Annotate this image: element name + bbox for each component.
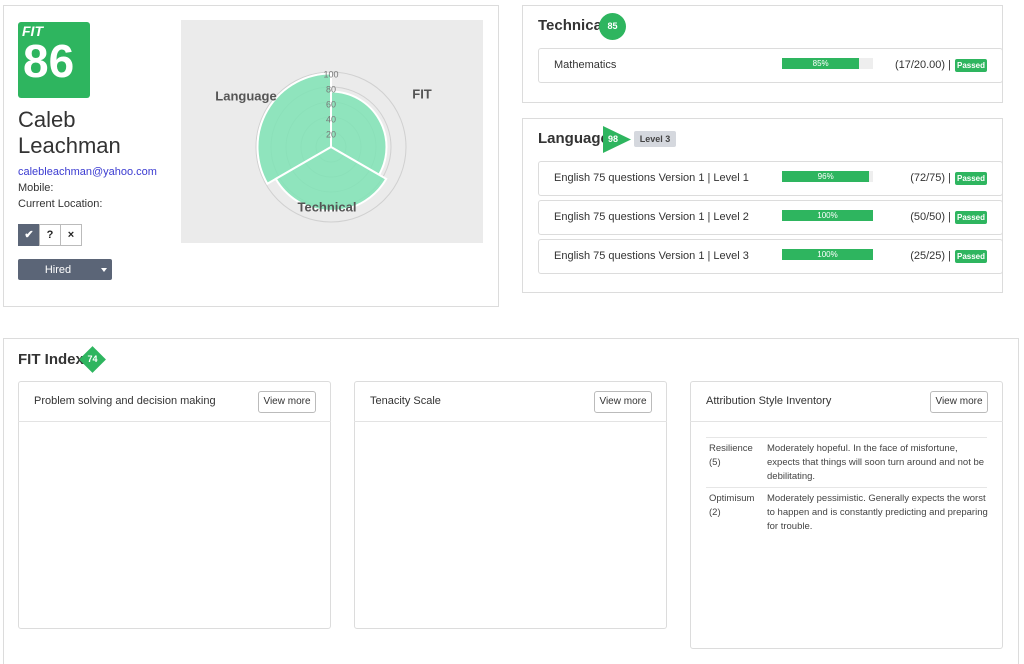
fit-badge-score: 86 bbox=[23, 35, 75, 87]
location-label: Current Location: bbox=[18, 198, 103, 210]
test-row bbox=[538, 48, 1003, 83]
test-name: English 75 questions Version 1 | Level 1 bbox=[554, 172, 749, 184]
status-badge: Passed bbox=[955, 250, 987, 263]
r-tick-label: 40 bbox=[326, 114, 336, 124]
email-link[interactable]: calebleachman@yahoo.com bbox=[18, 166, 157, 178]
progress-bar bbox=[782, 58, 860, 69]
fit-card bbox=[690, 381, 1003, 649]
row-text: Moderately hopeful. In the face of misfo… bbox=[767, 443, 985, 482]
table-divider bbox=[706, 437, 987, 438]
view-more-button[interactable]: View more bbox=[930, 391, 988, 413]
polar-sector bbox=[274, 145, 388, 212]
test-row bbox=[538, 239, 1003, 274]
category-label: FIT bbox=[412, 86, 432, 101]
view-more-button[interactable]: View more bbox=[258, 391, 316, 413]
card-header-divider bbox=[354, 421, 667, 422]
progress-bar bbox=[782, 249, 873, 260]
card-header-divider bbox=[690, 421, 1003, 422]
language-level: Level 3 bbox=[634, 131, 676, 147]
row-label: Resilience (5) bbox=[709, 443, 753, 468]
technical-score: 85 bbox=[599, 13, 626, 40]
view-more-button[interactable]: View more bbox=[594, 391, 652, 413]
test-name: English 75 questions Version 1 | Level 2 bbox=[554, 211, 749, 223]
r-tick-label: 60 bbox=[326, 99, 336, 109]
card-title: Problem solving and decision making bbox=[34, 395, 216, 407]
fit-card bbox=[354, 381, 667, 629]
card-title: Tenacity Scale bbox=[370, 395, 441, 407]
fit-index-title: FIT Index bbox=[18, 351, 84, 368]
action-button[interactable]: × bbox=[60, 224, 82, 246]
test-score: (72/75) | bbox=[910, 172, 951, 184]
test-name: English 75 questions Version 1 | Level 3 bbox=[554, 250, 749, 262]
fit-index-score: 74 bbox=[87, 354, 98, 364]
candidate-name: Caleb Leachman bbox=[18, 107, 121, 158]
status-text: Hired bbox=[44, 264, 72, 276]
progress-bar bbox=[782, 171, 870, 182]
status-badge: Passed bbox=[955, 172, 987, 185]
progress-label: 100% bbox=[817, 211, 838, 220]
category-label: Technical bbox=[297, 199, 356, 214]
status-dropdown[interactable]: Hired bbox=[18, 259, 112, 280]
card-header-divider bbox=[18, 421, 331, 422]
language-title: Language bbox=[538, 130, 609, 147]
category-label: Language bbox=[215, 88, 276, 103]
r-tick-label: 20 bbox=[326, 129, 336, 139]
row-text: Moderately pessimistic. Generally expect… bbox=[767, 493, 988, 532]
mobile-label: Mobile: bbox=[18, 182, 54, 194]
polar-sector bbox=[256, 72, 332, 186]
progress-label: 85% bbox=[812, 59, 829, 68]
test-row bbox=[538, 200, 1003, 235]
technical-title: Technical bbox=[538, 17, 607, 34]
action-buttons: ✔? × bbox=[18, 224, 82, 246]
r-tick-label: 80 bbox=[326, 84, 336, 94]
test-row bbox=[538, 161, 1003, 196]
test-score: (50/50) | bbox=[910, 211, 951, 223]
grid-ring bbox=[255, 71, 407, 223]
card-title: Attribution Style Inventory bbox=[706, 395, 832, 407]
row-label: Optimisum (2) bbox=[709, 493, 755, 518]
table-divider bbox=[706, 487, 987, 488]
status-badge: Passed bbox=[955, 211, 987, 224]
language-panel bbox=[522, 118, 1003, 293]
status-badge: Passed bbox=[955, 59, 987, 72]
fit-badge-label: FIT bbox=[22, 23, 43, 39]
fit-card bbox=[18, 381, 331, 629]
caret bbox=[101, 268, 107, 272]
test-score: (17/20.00) | bbox=[894, 59, 951, 71]
fit-badge bbox=[18, 22, 90, 98]
r-tick-label: 100 bbox=[323, 69, 338, 79]
progress-label: 100% bbox=[817, 250, 838, 259]
test-name: Mathematics bbox=[554, 59, 617, 71]
test-score: (25/25) | bbox=[910, 250, 951, 262]
progress-label: 96% bbox=[817, 172, 834, 181]
progress-bar bbox=[782, 210, 873, 221]
